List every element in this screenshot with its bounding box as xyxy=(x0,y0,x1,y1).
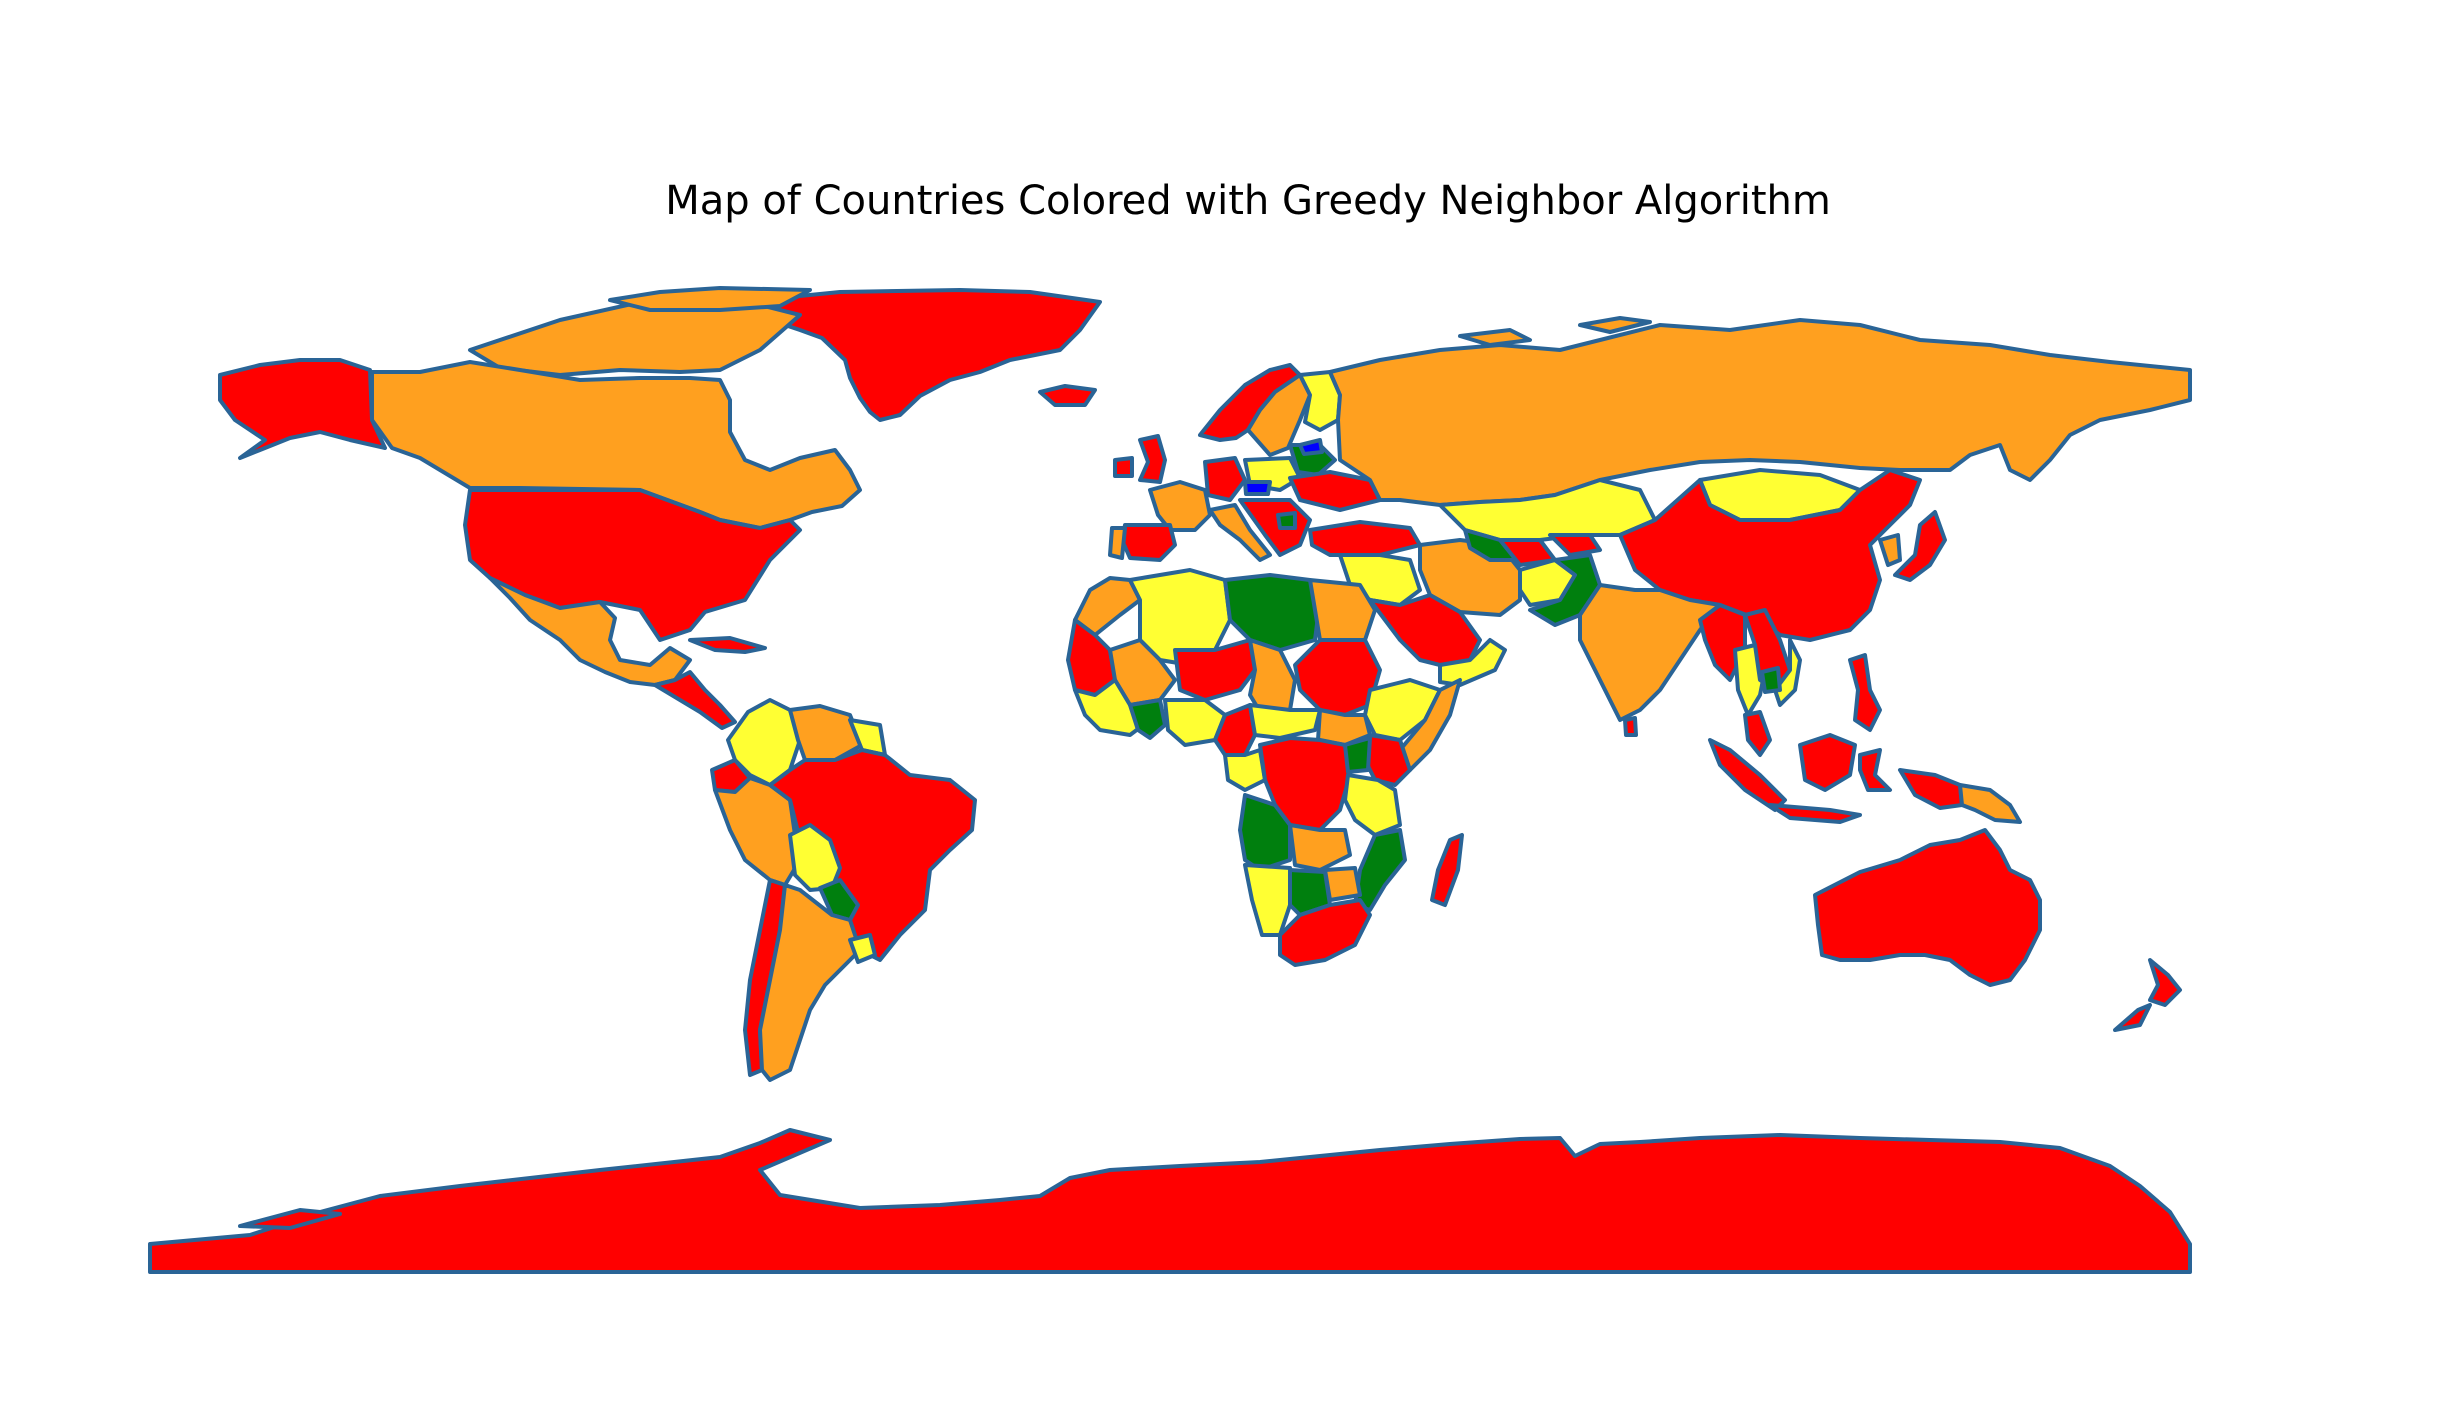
region-uk xyxy=(1138,434,1167,484)
region-greenland xyxy=(758,288,1102,422)
region-namibia xyxy=(1243,863,1292,937)
region-ireland xyxy=(1113,456,1134,478)
region-turkmenistan xyxy=(1463,528,1522,562)
region-portugal xyxy=(1108,526,1127,560)
region-dr-congo xyxy=(1258,736,1352,832)
region-central-europe-small-state xyxy=(1243,480,1272,496)
region-pakistan xyxy=(1528,553,1602,627)
region-canada xyxy=(370,360,862,530)
region-venezuela xyxy=(788,704,864,762)
region-zimbabwe xyxy=(1323,866,1362,902)
region-sri-lanka xyxy=(1623,716,1638,737)
region-argentina xyxy=(758,883,862,1082)
region-balkan-small-state xyxy=(1276,511,1297,530)
region-sumatra xyxy=(1708,738,1787,812)
region-baltic-small-state xyxy=(1298,438,1324,456)
region-bolivia xyxy=(788,823,842,892)
region-south-africa xyxy=(1278,898,1372,967)
region-philippines xyxy=(1848,653,1882,732)
region-spain xyxy=(1120,523,1177,562)
region-australia xyxy=(1813,828,2042,987)
region-antarctica xyxy=(238,1208,342,1230)
region-new-guinea-west xyxy=(1898,768,1964,810)
region-niger xyxy=(1173,638,1257,702)
region-java xyxy=(1768,803,1862,824)
region-mozambique xyxy=(1353,828,1407,912)
region-borneo xyxy=(1798,733,1857,792)
region-new-zealand xyxy=(2113,1003,2152,1032)
region-laos xyxy=(1760,666,1782,694)
region-germany xyxy=(1203,456,1247,502)
region-yemen-oman xyxy=(1438,638,1507,687)
region-russia xyxy=(1578,316,1652,334)
region-mexico xyxy=(488,576,692,687)
region-uzbekistan xyxy=(1498,538,1557,567)
region-russia xyxy=(1458,328,1532,347)
region-korea xyxy=(1878,533,1902,567)
land-layer xyxy=(148,286,2192,1274)
region-uruguay xyxy=(848,933,877,964)
region-france xyxy=(1148,480,1212,532)
region-somalia xyxy=(1398,678,1462,772)
region-new-zealand xyxy=(2148,958,2182,1007)
region-tanzania xyxy=(1343,773,1402,837)
region-japan xyxy=(1893,510,1947,582)
region-west-africa-small xyxy=(1128,698,1167,740)
region-turkey xyxy=(1308,520,1422,557)
region-canadian-arctic-islands xyxy=(468,298,802,377)
region-libya xyxy=(1223,573,1322,652)
region-iceland xyxy=(1038,384,1097,407)
region-india xyxy=(1578,583,1722,722)
region-madagascar xyxy=(1430,833,1464,907)
region-uganda xyxy=(1343,736,1372,774)
region-antarctica xyxy=(148,1128,2192,1274)
region-zambia xyxy=(1288,823,1352,872)
region-alaska xyxy=(218,358,387,460)
region-cuba xyxy=(688,636,767,654)
region-kyrgyzstan xyxy=(1548,533,1602,557)
region-canadian-arctic-islands xyxy=(608,286,812,312)
region-central-african-republic xyxy=(1248,703,1322,740)
region-papua-new-guinea xyxy=(1958,783,2022,824)
region-gabon-congo xyxy=(1223,748,1267,792)
region-sulawesi xyxy=(1858,748,1892,792)
map-title: Map of Countries Colored with Greedy Nei… xyxy=(665,178,1831,224)
region-paraguay xyxy=(818,878,860,922)
region-italy xyxy=(1208,503,1272,562)
region-central-america xyxy=(653,670,737,730)
region-malaysia xyxy=(1743,710,1772,757)
